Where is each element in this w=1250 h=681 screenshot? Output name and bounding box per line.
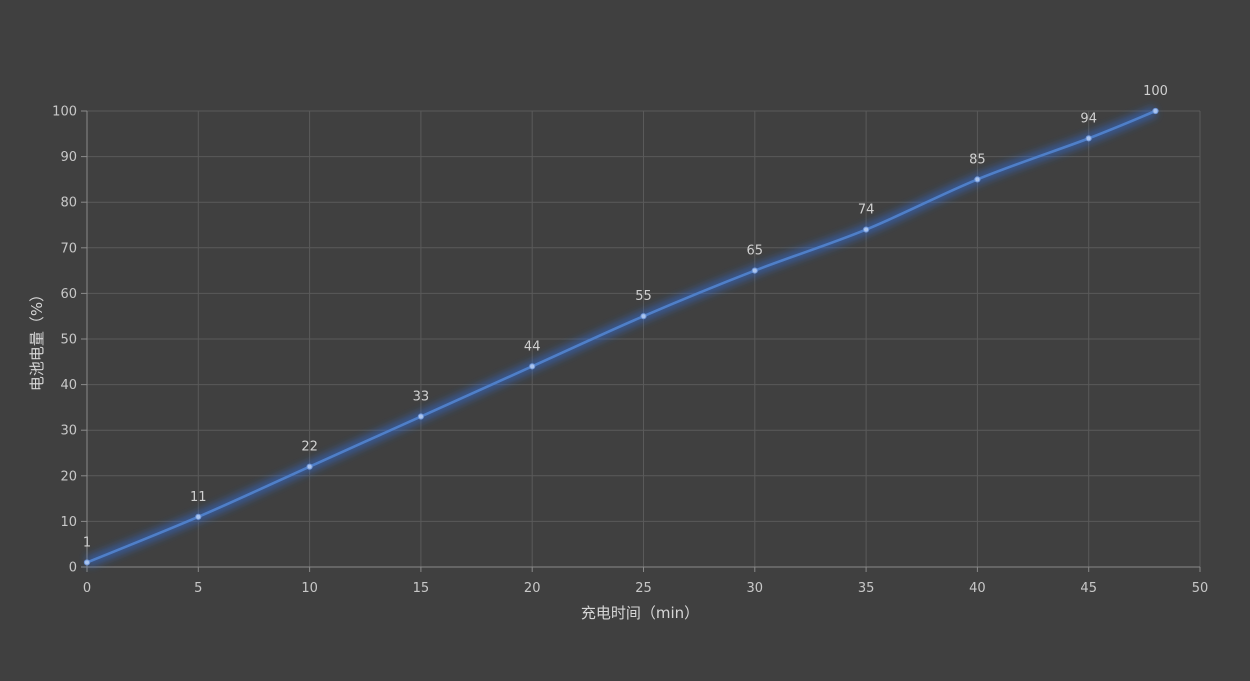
data-point — [1085, 135, 1092, 142]
data-points — [83, 107, 1159, 566]
data-label: 65 — [747, 244, 764, 259]
x-tick-label: 50 — [1192, 581, 1209, 596]
axes — [86, 111, 1200, 568]
x-tick-label: 0 — [83, 581, 91, 596]
y-tick-label: 0 — [69, 561, 77, 576]
x-tick-label: 25 — [635, 581, 652, 596]
y-tick-labels: 0 10 20 30 40 50 60 70 80 90 100 — [52, 105, 77, 576]
data-label: 44 — [524, 339, 541, 354]
data-point — [974, 176, 981, 183]
y-tick-label: 40 — [60, 378, 77, 393]
data-point — [640, 313, 647, 320]
x-tick-label: 10 — [301, 581, 318, 596]
y-tick-label: 100 — [52, 105, 77, 120]
y-tick-label: 90 — [60, 150, 77, 165]
y-tick-label: 60 — [60, 287, 77, 302]
y-tick-label: 50 — [60, 333, 77, 348]
y-axis-title: 电池电量（%） — [28, 287, 46, 391]
y-tick-label: 10 — [60, 515, 77, 530]
data-label: 1 — [83, 535, 91, 550]
x-tick-label: 45 — [1080, 581, 1097, 596]
data-point — [751, 267, 758, 274]
data-point — [195, 513, 202, 520]
data-label: 11 — [190, 490, 207, 505]
data-point — [417, 413, 424, 420]
y-tick-label: 30 — [60, 424, 77, 439]
grid — [81, 110, 1201, 572]
data-label: 94 — [1080, 111, 1097, 126]
y-tick-label: 80 — [60, 196, 77, 211]
series-line — [85, 109, 1157, 564]
x-tick-labels: 0 5 10 15 20 25 30 35 40 45 50 — [83, 581, 1208, 596]
series-line-group — [85, 106, 1158, 568]
y-tick-label: 70 — [60, 241, 77, 256]
data-label: 85 — [969, 152, 986, 167]
data-label: 33 — [413, 390, 430, 405]
x-tick-label: 15 — [413, 581, 430, 596]
x-tick-label: 20 — [524, 581, 541, 596]
x-tick-label: 40 — [969, 581, 986, 596]
x-tick-label: 35 — [858, 581, 875, 596]
x-axis-title: 充电时间（min） — [581, 604, 699, 622]
data-label: 22 — [301, 440, 318, 455]
data-label: 55 — [635, 289, 652, 304]
data-point — [529, 363, 536, 370]
data-label: 100 — [1143, 84, 1168, 99]
data-point — [83, 559, 91, 566]
data-point — [306, 463, 313, 470]
x-tick-label: 30 — [747, 581, 764, 596]
y-tick-label: 20 — [60, 469, 77, 484]
data-point — [1152, 107, 1159, 115]
data-label: 74 — [858, 203, 875, 218]
x-tick-label: 5 — [194, 581, 202, 596]
data-point — [863, 226, 870, 233]
